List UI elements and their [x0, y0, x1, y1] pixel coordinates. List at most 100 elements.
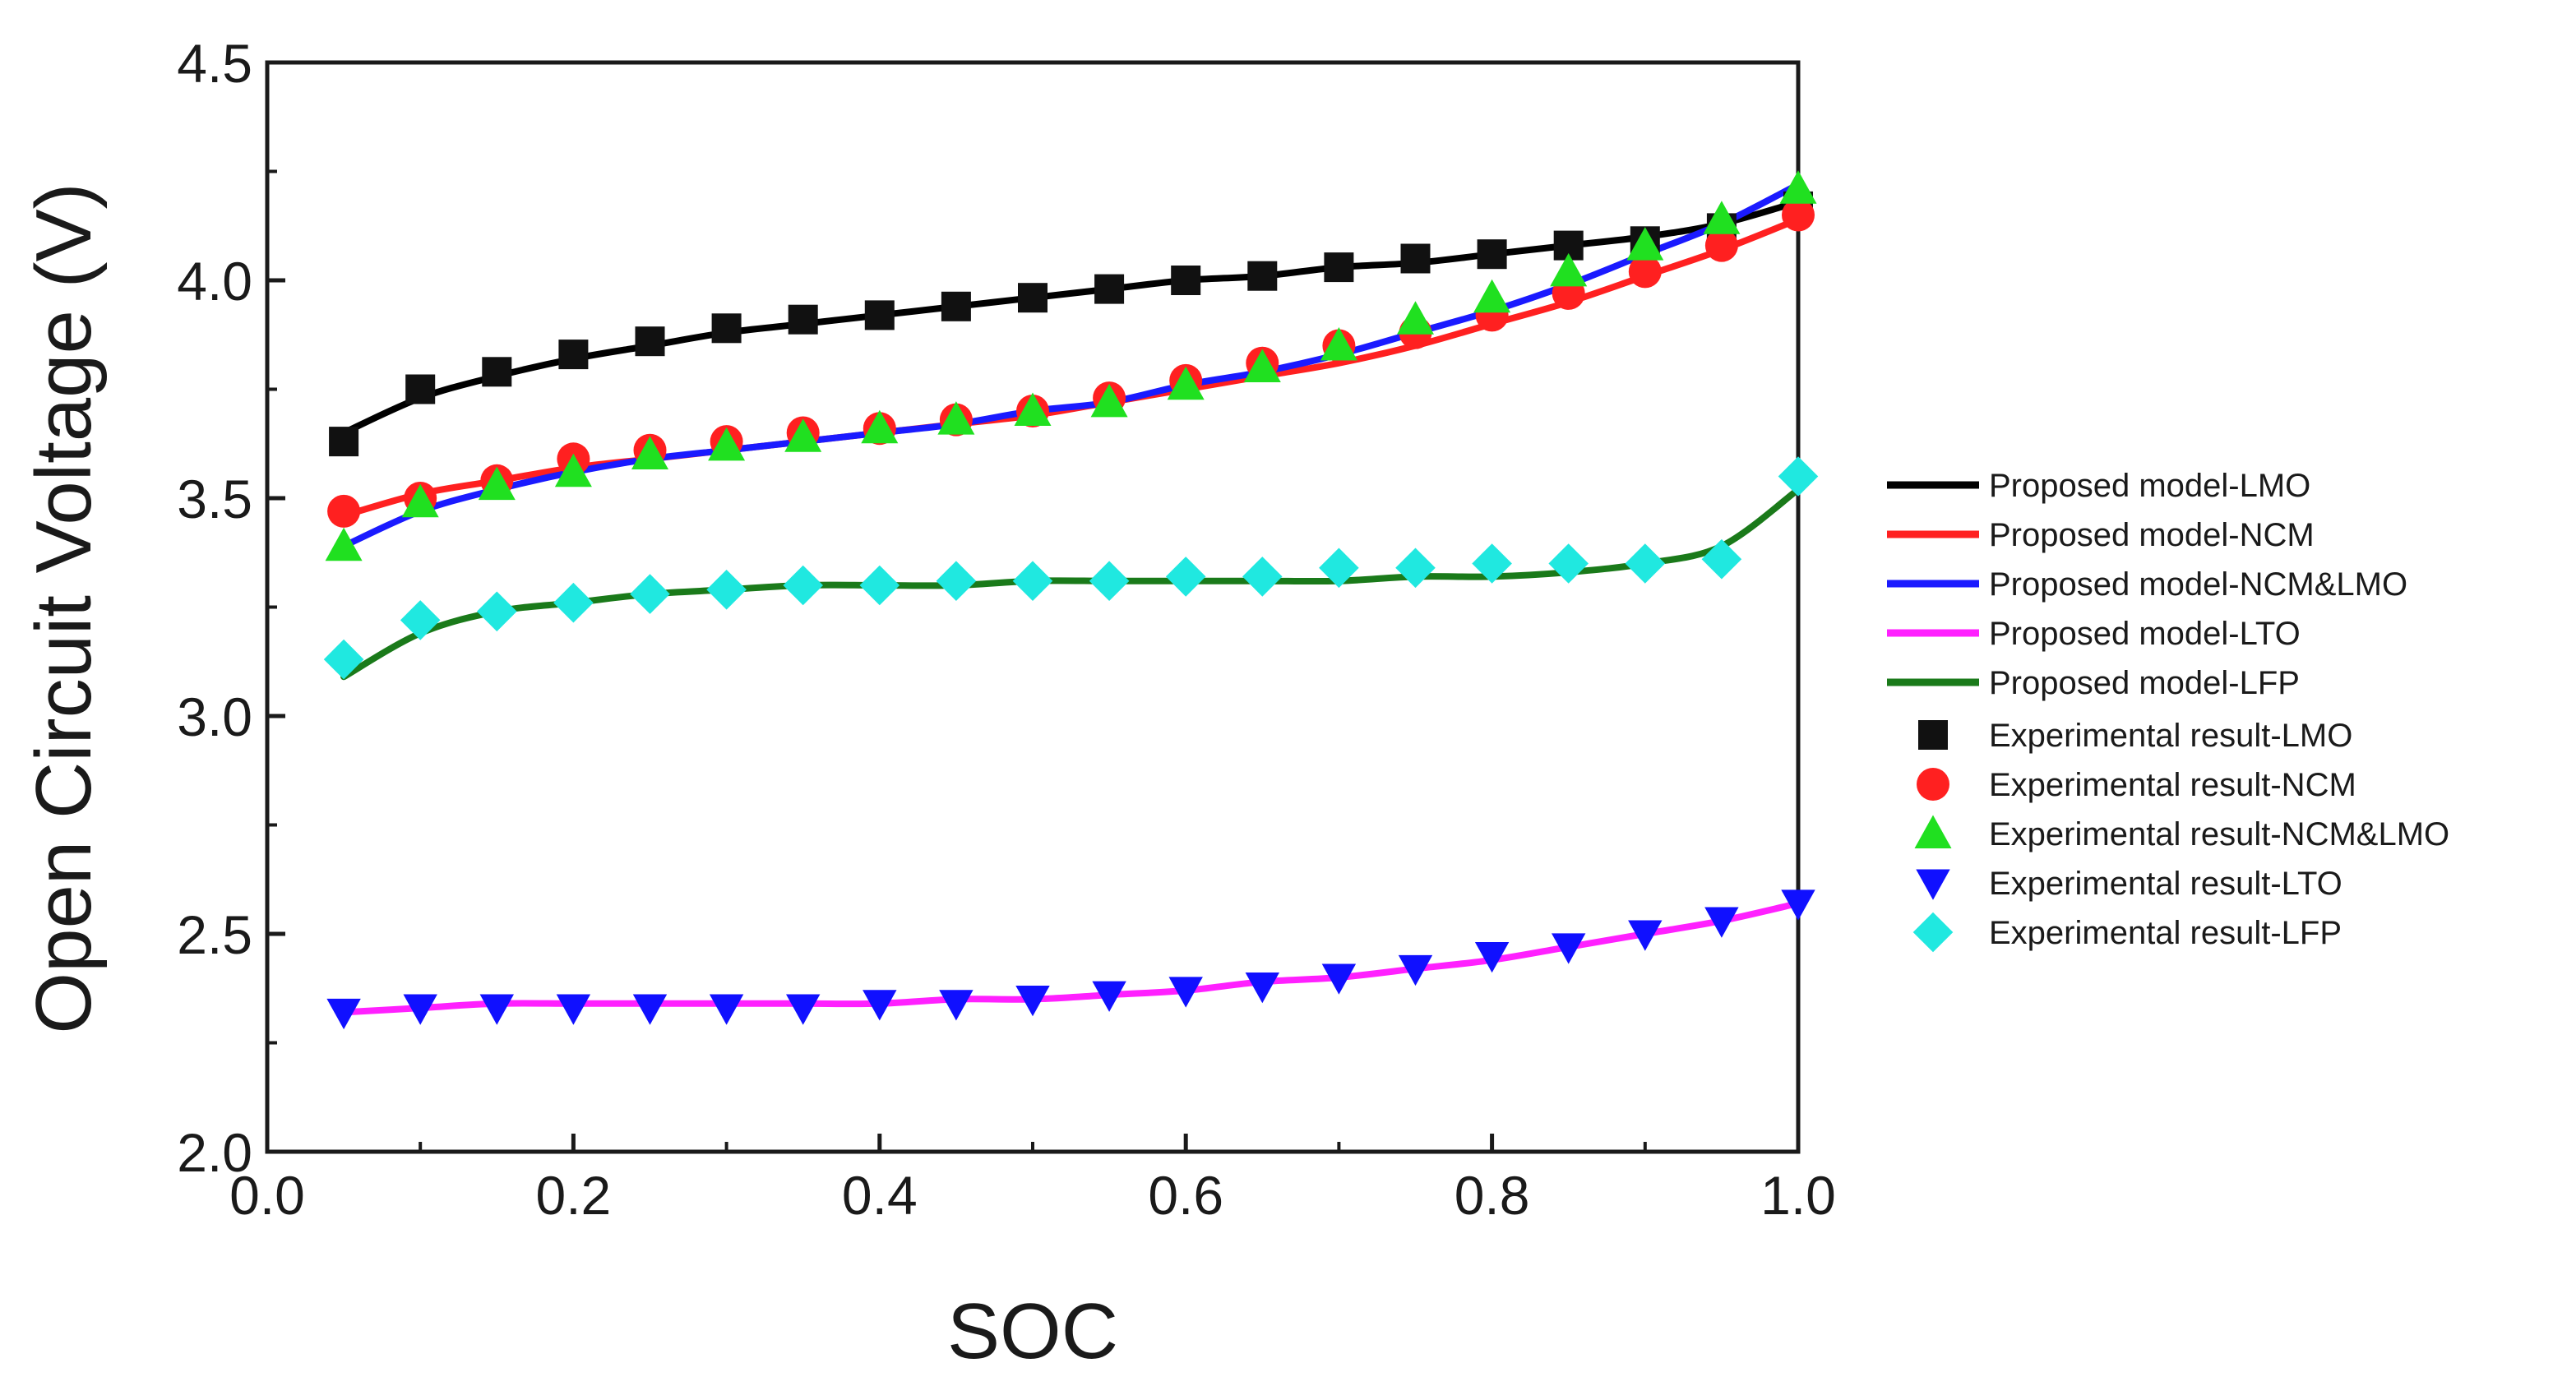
legend-entry-label: Experimental result-NCM&LMO [1989, 816, 2449, 852]
data-point-2-17 [1626, 227, 1664, 261]
x-tick-label: 0.6 [1148, 1165, 1223, 1226]
data-point-2-13 [1320, 327, 1357, 361]
data-point-0-13 [1324, 252, 1354, 283]
data-point-4-17 [1625, 543, 1666, 584]
data-point-3-9 [1015, 985, 1050, 1017]
data-point-3-12 [1245, 973, 1279, 1004]
legend: Proposed model-LMO Proposed model-NCM Prop… [1887, 468, 2449, 953]
data-point-4-11 [1165, 557, 1206, 597]
data-point-3-8 [939, 990, 974, 1021]
legend-marker-swatch [1916, 869, 1950, 900]
data-point-4-12 [1242, 557, 1283, 597]
data-point-2-9 [1014, 392, 1052, 426]
data-point-2-15 [1473, 279, 1511, 313]
y-tick-label: 4.5 [177, 33, 252, 94]
data-point-2-6 [784, 418, 822, 452]
data-point-4-15 [1472, 543, 1512, 584]
data-point-0-11 [1171, 266, 1201, 295]
x-axis-title: SOC [947, 1287, 1118, 1375]
data-point-0-10 [1094, 274, 1125, 304]
data-point-4-5 [706, 570, 747, 610]
data-point-4-4 [630, 574, 670, 614]
data-point-3-17 [1628, 920, 1663, 951]
data-point-0-14 [1400, 243, 1431, 274]
y-tick-label: 3.5 [177, 469, 252, 529]
legend-entry-label: Experimental result-LFP [1989, 915, 2342, 951]
data-point-3-6 [786, 994, 821, 1025]
y-axis-title: Open Circuit Voltage (V) [20, 182, 108, 1033]
data-point-3-2 [479, 994, 514, 1025]
data-point-0-6 [788, 304, 818, 335]
legend-marker-swatch [1917, 768, 1949, 801]
legend-entry-label: Experimental result-LTO [1989, 866, 2342, 902]
data-point-0-4 [635, 326, 665, 357]
x-tick-label: 0.4 [842, 1165, 918, 1226]
data-point-0-15 [1477, 239, 1507, 270]
data-point-3-3 [556, 994, 591, 1025]
data-point-3-10 [1092, 981, 1126, 1012]
y-tick-label: 3.0 [177, 686, 252, 747]
data-point-2-11 [1167, 366, 1205, 400]
legend-entry-label: Proposed model-NCM [1989, 517, 2315, 553]
data-point-3-19 [1781, 889, 1815, 921]
data-point-3-14 [1398, 954, 1433, 986]
data-point-3-5 [709, 994, 744, 1025]
data-point-2-2 [478, 466, 516, 501]
data-point-0-8 [941, 291, 971, 321]
legend-entry-label: Proposed model-LFP [1989, 665, 2300, 701]
data-point-2-7 [861, 409, 899, 444]
legend-entry-label: Experimental result-LMO [1989, 718, 2352, 754]
data-point-1-17 [1628, 255, 1662, 289]
data-point-2-8 [937, 401, 975, 435]
data-point-3-16 [1552, 933, 1586, 964]
data-point-3-4 [632, 994, 668, 1025]
data-point-4-2 [477, 591, 517, 632]
data-point-2-18 [1703, 201, 1741, 234]
y-tick-label: 2.5 [177, 904, 252, 965]
data-point-0-3 [558, 340, 589, 370]
legend-marker-swatch [1918, 720, 1948, 750]
data-point-3-18 [1704, 907, 1739, 938]
legend-marker-swatch [1914, 815, 1952, 848]
data-point-0-2 [482, 357, 512, 387]
legend-entry-label: Experimental result-NCM [1989, 767, 2356, 803]
legend-entry-label: Proposed model-LTO [1989, 616, 2301, 652]
y-tick-label: 4.0 [177, 251, 252, 312]
data-point-2-5 [708, 427, 746, 461]
data-point-0-1 [405, 374, 436, 404]
data-point-2-3 [554, 453, 592, 487]
data-point-1-0 [327, 494, 361, 528]
data-point-3-1 [403, 994, 437, 1025]
data-point-4-13 [1319, 547, 1359, 589]
data-point-4-1 [400, 600, 441, 640]
data-point-0-7 [864, 300, 895, 330]
model-line-4 [340, 486, 1801, 681]
data-point-4-18 [1701, 538, 1742, 580]
data-point-4-7 [859, 565, 900, 606]
data-point-4-6 [783, 565, 823, 606]
data-point-0-12 [1247, 261, 1278, 291]
data-point-2-10 [1090, 383, 1128, 418]
data-point-2-19 [1779, 170, 1817, 204]
data-point-3-15 [1474, 941, 1510, 973]
data-point-4-16 [1548, 543, 1589, 584]
x-tick-label: 0.2 [536, 1165, 612, 1226]
axes: 0.0 0.2 0.4 0.6 0.8 1.0 2.0 2.5 3.0 3.5 4.0 4.5 [177, 33, 1836, 1226]
data-point-1-18 [1704, 229, 1738, 262]
data-point-3-11 [1168, 977, 1203, 1008]
data-point-4-3 [553, 582, 594, 623]
data-point-1-19 [1782, 198, 1815, 232]
legend-entry-label: Proposed model-LMO [1989, 468, 2310, 504]
y-tick-label: 2.0 [177, 1122, 252, 1183]
data-point-3-0 [326, 998, 361, 1030]
data-point-2-16 [1550, 252, 1588, 287]
x-tick-label: 0.8 [1454, 1165, 1530, 1226]
data-point-2-0 [325, 527, 363, 561]
data-point-4-8 [936, 561, 977, 601]
experimental-markers [323, 170, 1819, 1030]
x-tick-label: 1.0 [1760, 1165, 1836, 1226]
data-point-4-19 [1778, 456, 1819, 497]
data-point-4-10 [1089, 561, 1130, 601]
data-point-2-1 [401, 483, 439, 518]
